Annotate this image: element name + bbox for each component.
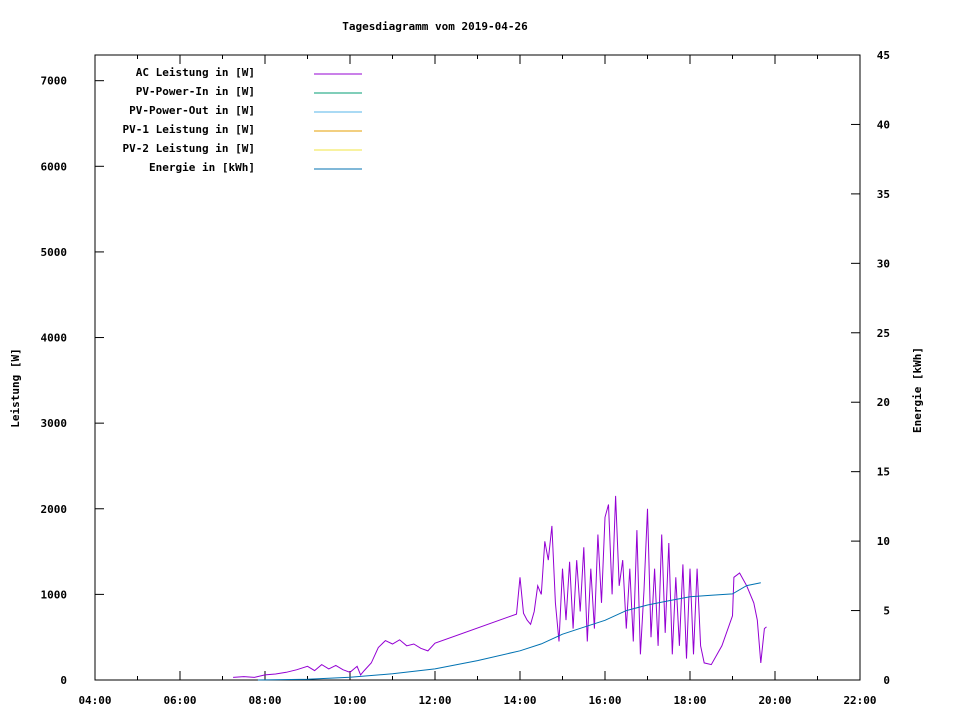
legend-label: PV-2 Leistung in [W] xyxy=(123,142,255,155)
y2-tick-label: 20 xyxy=(877,396,890,409)
y-tick-label: 2000 xyxy=(41,503,68,516)
x-tick-label: 10:00 xyxy=(333,694,366,707)
y2-axis-label: Energie [kWh] xyxy=(911,347,924,433)
y-tick-label: 4000 xyxy=(41,332,68,345)
series-line xyxy=(257,582,761,681)
x-tick-label: 12:00 xyxy=(418,694,451,707)
y-tick-label: 7000 xyxy=(41,75,68,88)
legend-label: PV-1 Leistung in [W] xyxy=(123,123,255,136)
y-tick-label: 5000 xyxy=(41,246,68,259)
y2-tick-label: 35 xyxy=(877,188,890,201)
y2-tick-label: 30 xyxy=(877,257,890,270)
x-tick-label: 14:00 xyxy=(503,694,536,707)
y2-tick-label: 10 xyxy=(877,535,890,548)
legend-label: PV-Power-In in [W] xyxy=(136,85,255,98)
y2-tick-label: 45 xyxy=(877,49,890,62)
y-tick-label: 6000 xyxy=(41,160,68,173)
y2-tick-label: 0 xyxy=(883,674,890,687)
x-tick-label: 06:00 xyxy=(163,694,196,707)
x-tick-label: 18:00 xyxy=(673,694,706,707)
chart-title: Tagesdiagramm vom 2019-04-26 xyxy=(342,20,528,33)
x-tick-label: 16:00 xyxy=(588,694,621,707)
y-tick-label: 0 xyxy=(60,674,67,687)
y2-tick-label: 15 xyxy=(877,466,890,479)
x-tick-label: 20:00 xyxy=(758,694,791,707)
x-tick-label: 22:00 xyxy=(843,694,876,707)
y2-tick-label: 25 xyxy=(877,327,890,340)
legend-label: Energie in [kWh] xyxy=(149,161,255,174)
x-tick-label: 08:00 xyxy=(248,694,281,707)
series-line xyxy=(233,495,767,678)
legend-label: AC Leistung in [W] xyxy=(136,66,255,79)
y-tick-label: 1000 xyxy=(41,588,68,601)
y2-tick-label: 40 xyxy=(877,118,890,131)
y2-tick-label: 5 xyxy=(883,605,890,618)
y-tick-label: 3000 xyxy=(41,417,68,430)
x-tick-label: 04:00 xyxy=(78,694,111,707)
y-axis-label: Leistung [W] xyxy=(9,348,22,427)
legend-label: PV-Power-Out in [W] xyxy=(129,104,255,117)
